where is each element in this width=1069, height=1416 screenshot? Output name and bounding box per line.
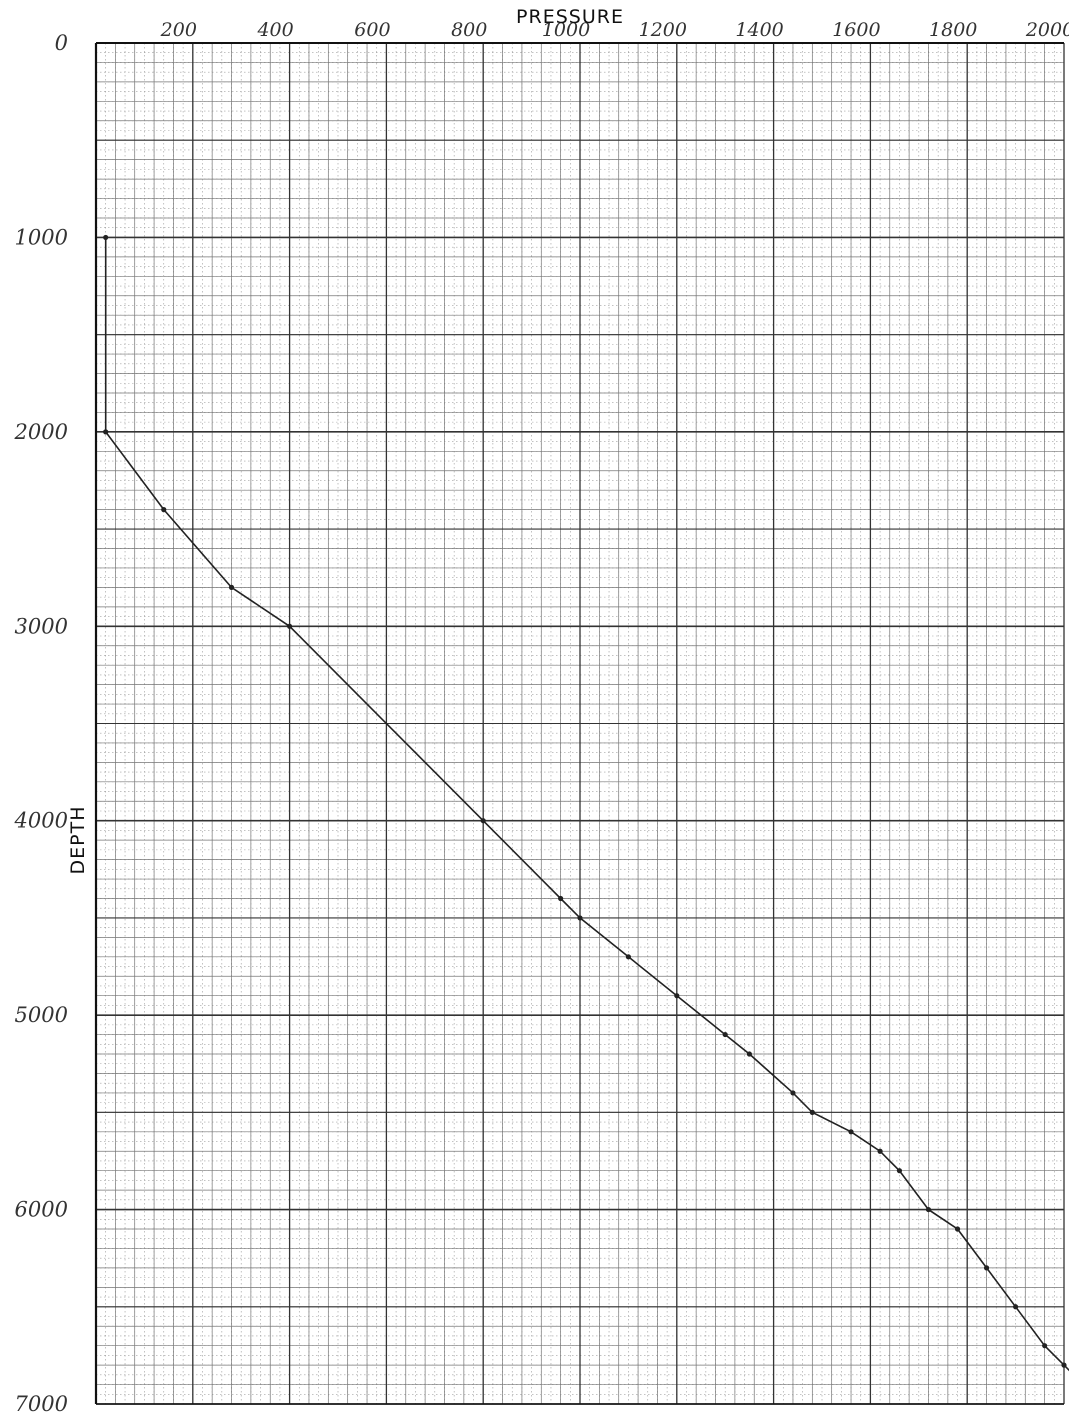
y-axis-title: DEPTH bbox=[67, 806, 89, 875]
data-point bbox=[287, 623, 293, 629]
data-point bbox=[983, 1265, 990, 1271]
data-point bbox=[103, 429, 109, 435]
x-tick-label: 1200 bbox=[639, 19, 687, 41]
chart-axes bbox=[94, 42, 1064, 1405]
data-point bbox=[848, 1129, 854, 1135]
x-tick-label: 1000 bbox=[542, 19, 590, 41]
y-tick-label: 4000 bbox=[14, 809, 68, 833]
data-point bbox=[161, 507, 167, 513]
data-point bbox=[809, 1109, 815, 1115]
data-point bbox=[558, 895, 564, 902]
data-point bbox=[954, 1226, 961, 1232]
x-tick-label: 2000 bbox=[1025, 19, 1069, 41]
data-point bbox=[625, 954, 632, 960]
x-axis-title: PRESSURE bbox=[516, 6, 624, 28]
y-tick-label: 1000 bbox=[15, 225, 68, 249]
data-point bbox=[1061, 1362, 1067, 1368]
data-point bbox=[925, 1206, 932, 1213]
data-point bbox=[896, 1168, 903, 1174]
data-point bbox=[722, 1031, 728, 1038]
y-tick-label: 2000 bbox=[14, 420, 68, 444]
data-point bbox=[577, 915, 583, 921]
y-tick-label: 6000 bbox=[15, 1198, 68, 1222]
x-tick-label: 1400 bbox=[735, 19, 783, 41]
x-tick-label: 1800 bbox=[929, 19, 977, 41]
y-tick-labels: 0 1000 2000 3000 4000 5000 6000 7000 bbox=[14, 31, 68, 1416]
data-point bbox=[1042, 1343, 1048, 1349]
data-point bbox=[228, 584, 235, 591]
x-tick-label: 1600 bbox=[832, 19, 880, 41]
x-tick-label: 800 bbox=[451, 19, 487, 41]
data-point bbox=[877, 1148, 883, 1154]
data-point bbox=[1013, 1304, 1019, 1310]
y-tick-label: 3000 bbox=[15, 614, 68, 638]
y-tick-label: 7000 bbox=[15, 1392, 68, 1416]
data-point bbox=[790, 1090, 796, 1096]
series-group bbox=[103, 234, 1069, 1372]
x-tick-label: 600 bbox=[354, 19, 390, 41]
data-point bbox=[674, 993, 680, 999]
y-tick-label: 5000 bbox=[15, 1003, 68, 1027]
data-point bbox=[746, 1051, 753, 1057]
x-tick-label: 200 bbox=[160, 19, 197, 41]
x-tick-label: 400 bbox=[256, 19, 293, 41]
data-point bbox=[103, 234, 109, 241]
data-point bbox=[480, 818, 486, 824]
x-tick-labels: 200 400 600 800 1000 1200 1400 1600 1800 2000 bbox=[160, 19, 1069, 41]
y-tick-label: 0 bbox=[55, 31, 68, 55]
